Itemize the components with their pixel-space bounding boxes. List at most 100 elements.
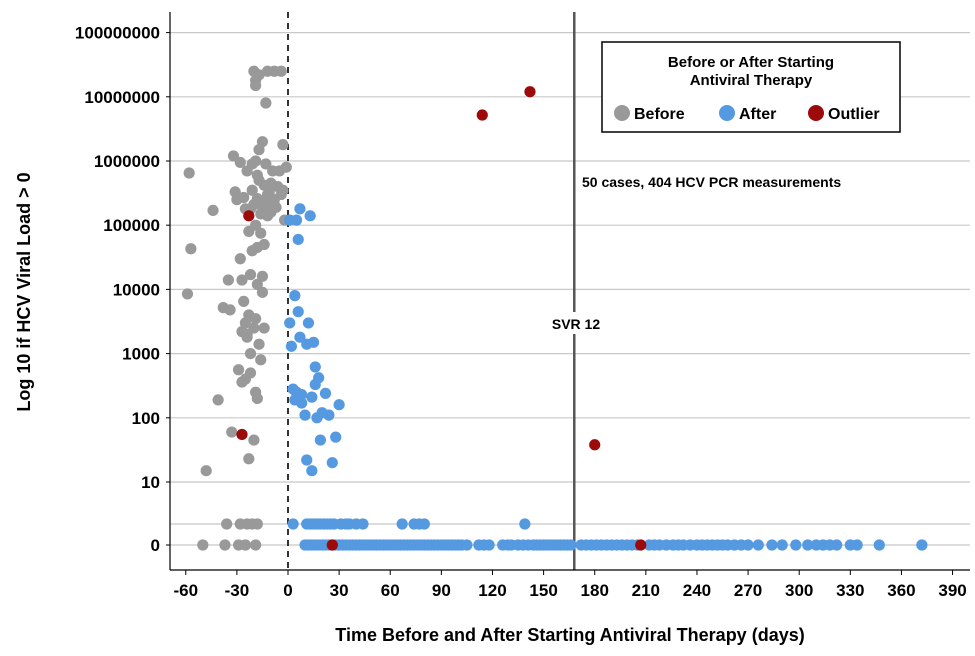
point-before xyxy=(248,322,260,334)
point-after xyxy=(323,409,335,421)
point-after xyxy=(306,465,318,477)
point-before xyxy=(255,354,267,366)
point-after xyxy=(296,397,308,409)
x-tick-label: 0 xyxy=(283,581,292,600)
point-before xyxy=(234,253,246,265)
x-tick-label: 120 xyxy=(478,581,506,600)
point-before xyxy=(219,539,231,551)
legend: Before or After Starting Antiviral Thera… xyxy=(601,41,901,133)
x-tick-label: 390 xyxy=(938,581,966,600)
point-before xyxy=(232,364,245,376)
point-before xyxy=(244,348,257,360)
point-after xyxy=(519,518,531,530)
point-before xyxy=(224,304,236,316)
point-before xyxy=(275,65,287,77)
point-after xyxy=(309,361,321,373)
point-before xyxy=(277,139,289,151)
y-tick-label: 100 xyxy=(132,409,160,428)
point-after xyxy=(292,233,304,246)
point-outlier xyxy=(589,439,601,451)
point-after xyxy=(289,290,301,302)
point-after xyxy=(296,388,308,401)
point-before xyxy=(244,269,257,281)
point-before xyxy=(258,322,270,334)
data-points xyxy=(181,65,928,551)
y-tick-label: 10000 xyxy=(113,280,160,299)
point-after xyxy=(330,431,342,443)
point-after xyxy=(285,340,298,352)
x-tick-label: -60 xyxy=(173,581,198,600)
point-before xyxy=(250,313,262,325)
point-before xyxy=(251,392,263,405)
point-after xyxy=(292,306,304,318)
annotations: 50 cases, 404 HCV PCR measurements SVR 1… xyxy=(543,174,841,334)
point-before xyxy=(280,161,292,173)
point-after xyxy=(916,539,928,551)
y-tick-label: 100000000 xyxy=(75,24,160,43)
point-after xyxy=(306,391,318,403)
point-before xyxy=(256,136,269,148)
point-after xyxy=(326,457,338,469)
cases-annotation: 50 cases, 404 HCV PCR measurements xyxy=(582,174,841,190)
x-tick-label: 180 xyxy=(581,581,609,600)
point-after xyxy=(396,518,408,530)
point-after xyxy=(313,372,325,384)
legend-label-outlier: Outlier xyxy=(828,106,880,123)
point-before xyxy=(181,288,194,300)
point-before xyxy=(256,270,269,282)
point-after xyxy=(483,539,495,551)
point-before xyxy=(251,518,263,530)
point-before xyxy=(251,278,263,290)
point-after xyxy=(766,539,778,551)
point-before xyxy=(234,156,246,169)
y-tick-label: 1000 xyxy=(122,345,160,364)
point-before xyxy=(222,274,234,286)
point-before xyxy=(226,426,238,438)
point-outlier xyxy=(524,86,536,98)
x-tick-label: 90 xyxy=(432,581,451,600)
point-before xyxy=(246,184,258,196)
point-before xyxy=(197,539,209,551)
y-tick-label: 1000000 xyxy=(94,152,160,171)
point-before xyxy=(250,539,262,551)
point-before xyxy=(239,539,251,551)
y-axis-title: Log 10 if HCV Viral Load > 0 xyxy=(14,172,34,411)
point-after xyxy=(301,454,313,466)
point-after xyxy=(294,331,306,343)
x-tick-label: 360 xyxy=(887,581,915,600)
y-tick-label: 10000000 xyxy=(84,88,160,107)
point-before xyxy=(260,97,272,109)
x-tick-label: 270 xyxy=(734,581,762,600)
point-before xyxy=(238,191,250,204)
point-after xyxy=(333,399,345,411)
point-before xyxy=(256,286,269,298)
point-before xyxy=(250,155,262,167)
x-tick-label: 30 xyxy=(330,581,349,600)
y-tick-label: 100000 xyxy=(103,216,160,235)
point-outlier xyxy=(243,210,255,222)
point-before xyxy=(183,167,195,179)
x-tick-label: 240 xyxy=(683,581,711,600)
legend-marker-before xyxy=(614,105,630,121)
point-after xyxy=(284,317,296,329)
x-tick-label: 210 xyxy=(632,581,660,600)
point-after xyxy=(307,336,320,348)
y-tick-label: 10 xyxy=(141,473,160,492)
point-before xyxy=(236,274,248,286)
point-after xyxy=(461,539,473,551)
point-before xyxy=(260,158,272,170)
x-tick-label: 300 xyxy=(785,581,813,600)
x-axis-title: Time Before and After Starting Antiviral… xyxy=(335,625,804,645)
x-tick-label: 150 xyxy=(529,581,557,600)
point-outlier xyxy=(476,109,488,121)
point-after xyxy=(357,518,369,530)
point-before xyxy=(221,518,233,530)
point-before xyxy=(253,69,265,81)
x-tick-label: -30 xyxy=(225,581,250,600)
point-after xyxy=(851,539,863,551)
point-after xyxy=(752,539,764,551)
legend-title-line-2: Antiviral Therapy xyxy=(690,72,813,89)
point-before xyxy=(185,243,197,255)
axes: 0 10 100 1000 10000 100000 1000000 10000000 1000… xyxy=(75,12,970,600)
